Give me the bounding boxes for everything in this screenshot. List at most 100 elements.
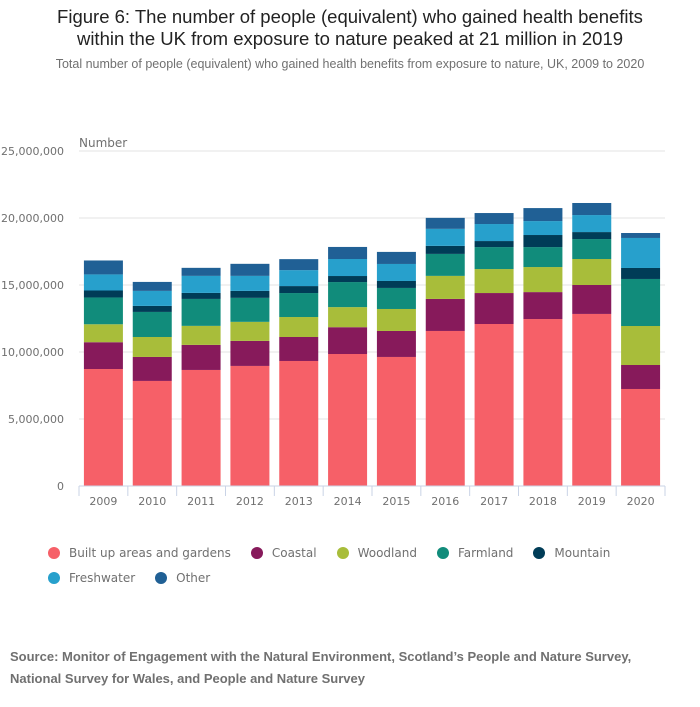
bar-farmland-2019[interactable] bbox=[572, 239, 612, 260]
bar-farmland-2013[interactable] bbox=[279, 293, 319, 318]
bar-coastal-2014[interactable] bbox=[328, 327, 368, 355]
legend-swatch-icon bbox=[533, 546, 546, 559]
bar-built-up-areas-and-gardens-2012[interactable] bbox=[230, 365, 270, 486]
bar-built-up-areas-and-gardens-2019[interactable] bbox=[572, 313, 612, 486]
x-tick-label: 2010 bbox=[138, 495, 166, 508]
bar-mountain-2019[interactable] bbox=[572, 232, 612, 240]
bar-freshwater-2012[interactable] bbox=[230, 275, 270, 291]
bar-farmland-2020[interactable] bbox=[621, 278, 661, 327]
bar-freshwater-2014[interactable] bbox=[328, 259, 368, 277]
bar-mountain-2017[interactable] bbox=[474, 241, 514, 248]
bar-mountain-2011[interactable] bbox=[181, 292, 221, 299]
bar-coastal-2010[interactable] bbox=[132, 356, 172, 381]
x-tick-label: 2013 bbox=[285, 495, 313, 508]
bar-woodland-2016[interactable] bbox=[425, 275, 465, 299]
bar-mountain-2015[interactable] bbox=[376, 280, 416, 288]
bar-woodland-2011[interactable] bbox=[181, 325, 221, 345]
bar-farmland-2016[interactable] bbox=[425, 253, 465, 276]
bar-stack-2019 bbox=[572, 202, 612, 486]
legend-item-freshwater[interactable]: Freshwater bbox=[48, 565, 135, 590]
legend-item-woodland[interactable]: Woodland bbox=[336, 540, 417, 565]
bar-woodland-2015[interactable] bbox=[376, 308, 416, 331]
bar-freshwater-2019[interactable] bbox=[572, 215, 612, 233]
bar-coastal-2020[interactable] bbox=[621, 364, 661, 389]
bar-mountain-2014[interactable] bbox=[328, 276, 368, 283]
bar-built-up-areas-and-gardens-2011[interactable] bbox=[181, 369, 221, 486]
bar-freshwater-2010[interactable] bbox=[132, 290, 172, 306]
bar-coastal-2012[interactable] bbox=[230, 340, 270, 366]
bar-coastal-2015[interactable] bbox=[376, 330, 416, 357]
bar-built-up-areas-and-gardens-2009[interactable] bbox=[83, 369, 123, 486]
bar-built-up-areas-and-gardens-2020[interactable] bbox=[621, 388, 661, 486]
bar-other-2013[interactable] bbox=[279, 259, 319, 271]
bar-woodland-2014[interactable] bbox=[328, 307, 368, 328]
bar-woodland-2010[interactable] bbox=[132, 336, 172, 357]
bar-other-2019[interactable] bbox=[572, 202, 612, 216]
bar-coastal-2013[interactable] bbox=[279, 336, 319, 361]
bar-farmland-2015[interactable] bbox=[376, 287, 416, 309]
bar-farmland-2009[interactable] bbox=[83, 297, 123, 325]
bar-farmland-2011[interactable] bbox=[181, 298, 221, 326]
bar-farmland-2012[interactable] bbox=[230, 297, 270, 322]
bar-woodland-2017[interactable] bbox=[474, 269, 514, 294]
bar-stack-2015 bbox=[376, 251, 416, 486]
legend-item-other[interactable]: Other bbox=[155, 565, 210, 590]
bar-coastal-2011[interactable] bbox=[181, 344, 221, 370]
bar-freshwater-2013[interactable] bbox=[279, 270, 319, 287]
bar-woodland-2020[interactable] bbox=[621, 326, 661, 365]
bar-built-up-areas-and-gardens-2013[interactable] bbox=[279, 360, 319, 486]
bar-woodland-2013[interactable] bbox=[279, 317, 319, 337]
bar-woodland-2009[interactable] bbox=[83, 324, 123, 343]
bar-mountain-2009[interactable] bbox=[83, 290, 123, 298]
legend-item-coastal[interactable]: Coastal bbox=[250, 540, 317, 565]
bar-coastal-2018[interactable] bbox=[523, 292, 563, 320]
bar-mountain-2018[interactable] bbox=[523, 235, 563, 248]
bar-other-2012[interactable] bbox=[230, 263, 270, 276]
bar-other-2020[interactable] bbox=[621, 233, 661, 238]
bar-mountain-2020[interactable] bbox=[621, 267, 661, 279]
bar-built-up-areas-and-gardens-2010[interactable] bbox=[132, 380, 172, 486]
bar-freshwater-2020[interactable] bbox=[621, 237, 661, 268]
bar-freshwater-2017[interactable] bbox=[474, 224, 514, 242]
legend-item-mountain[interactable]: Mountain bbox=[533, 540, 610, 565]
bar-other-2016[interactable] bbox=[425, 217, 465, 229]
legend-swatch-icon bbox=[48, 546, 60, 559]
bar-freshwater-2009[interactable] bbox=[83, 274, 123, 291]
bar-other-2015[interactable] bbox=[376, 251, 416, 264]
bar-woodland-2012[interactable] bbox=[230, 321, 270, 341]
bar-other-2010[interactable] bbox=[132, 281, 172, 291]
bar-mountain-2010[interactable] bbox=[132, 305, 172, 312]
bar-other-2011[interactable] bbox=[181, 267, 221, 276]
bar-other-2017[interactable] bbox=[474, 213, 514, 225]
bar-mountain-2013[interactable] bbox=[279, 286, 319, 294]
bar-built-up-areas-and-gardens-2016[interactable] bbox=[425, 330, 465, 486]
bar-freshwater-2015[interactable] bbox=[376, 263, 416, 281]
bar-woodland-2019[interactable] bbox=[572, 259, 612, 285]
bar-coastal-2009[interactable] bbox=[83, 342, 123, 370]
bar-built-up-areas-and-gardens-2018[interactable] bbox=[523, 319, 563, 486]
bar-coastal-2019[interactable] bbox=[572, 285, 612, 314]
bar-other-2014[interactable] bbox=[328, 246, 368, 260]
bar-freshwater-2016[interactable] bbox=[425, 228, 465, 246]
legend-item-built-up-areas-and-gardens[interactable]: Built up areas and gardens bbox=[48, 540, 231, 565]
bar-other-2018[interactable] bbox=[523, 208, 563, 222]
bar-coastal-2016[interactable] bbox=[425, 298, 465, 331]
x-tick-label: 2014 bbox=[334, 495, 362, 508]
bar-farmland-2017[interactable] bbox=[474, 247, 514, 270]
bar-coastal-2017[interactable] bbox=[474, 293, 514, 324]
bar-built-up-areas-and-gardens-2017[interactable] bbox=[474, 323, 514, 486]
bar-mountain-2016[interactable] bbox=[425, 245, 465, 254]
bar-freshwater-2011[interactable] bbox=[181, 275, 221, 293]
bar-built-up-areas-and-gardens-2014[interactable] bbox=[328, 354, 368, 486]
bar-stack-2009 bbox=[83, 260, 123, 486]
legend-item-farmland[interactable]: Farmland bbox=[436, 540, 513, 565]
bar-farmland-2018[interactable] bbox=[523, 247, 563, 268]
bar-built-up-areas-and-gardens-2015[interactable] bbox=[376, 356, 416, 486]
bar-mountain-2012[interactable] bbox=[230, 290, 270, 298]
bar-farmland-2010[interactable] bbox=[132, 311, 172, 337]
y-axis-ticks: 0 5,000,000 10,000,000 15,000,000 20,000,000… bbox=[1, 145, 64, 493]
bar-other-2009[interactable] bbox=[83, 260, 123, 275]
bar-freshwater-2018[interactable] bbox=[523, 221, 563, 236]
bar-farmland-2014[interactable] bbox=[328, 282, 368, 308]
bar-woodland-2018[interactable] bbox=[523, 267, 563, 293]
